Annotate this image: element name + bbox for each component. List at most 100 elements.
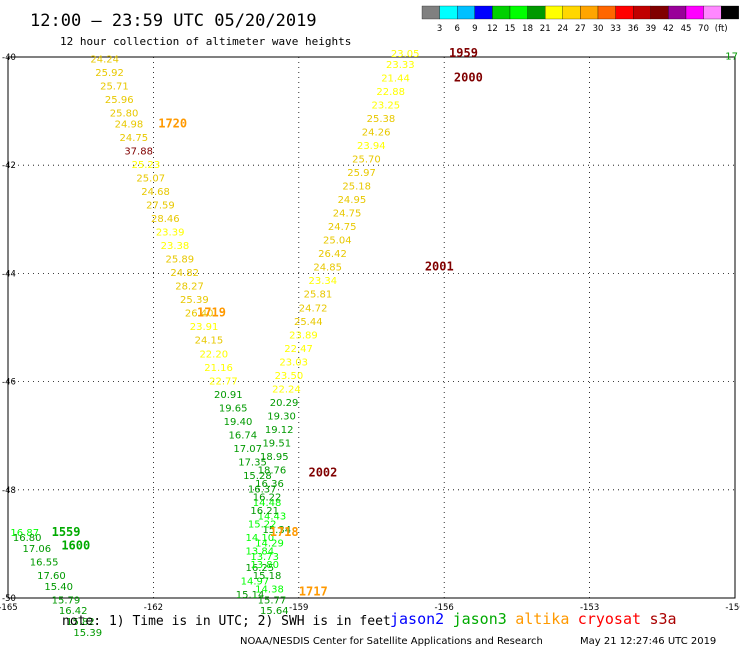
swh-value-label: 25.80 (110, 109, 139, 120)
swh-value-label: 14.43 (258, 512, 287, 523)
swh-value-label: 24.72 (299, 303, 328, 314)
swh-value-label: 14.29 (255, 539, 284, 550)
swh-value-label: 16.22 (253, 493, 282, 504)
x-tick-label: -165 (0, 603, 18, 613)
x-tick-label: -156 (435, 603, 454, 613)
swh-value-label: 25.96 (105, 95, 134, 106)
swh-value-label: 14.97 (241, 576, 270, 587)
x-tick-label: -162 (144, 603, 163, 613)
swh-value-label: 27.59 (146, 200, 175, 211)
swh-value-label: 23.39 (156, 228, 185, 239)
swh-value-label: 16.21 (250, 506, 279, 517)
swh-value-label: 25.07 (136, 173, 165, 184)
swh-value-label: 24.75 (333, 209, 362, 220)
swh-value-label: 17.06 (23, 544, 52, 555)
swh-value-label: 16.87 (10, 528, 39, 539)
colorbar-label: 39 (645, 24, 656, 34)
swh-value-label: 13.73 (250, 552, 279, 563)
swh-value-label: 16.37 (248, 485, 277, 496)
swh-value-label: 15.39 (73, 628, 102, 639)
swh-value-label: 25.70 (352, 154, 381, 165)
x-tick-label: -159 (289, 603, 308, 613)
y-tick-label: -42 (2, 161, 16, 171)
satellite-legend-s3a: s3a (650, 610, 677, 628)
colorbar-label: 21 (540, 24, 551, 34)
swh-value-label: 15.22 (248, 520, 277, 531)
satellite-legend-jason2: jason2 (390, 610, 444, 628)
swh-value-label: 16.55 (30, 558, 59, 569)
colorbar-swatch (721, 5, 739, 20)
colorbar-label: 9 (472, 24, 477, 34)
colorbar-swatch (492, 5, 511, 20)
swh-value-label: 15.34 (262, 525, 291, 536)
swh-value-label: 16.36 (255, 479, 284, 490)
chart-title: 12:00 — 23:59 UTC 05/20/2019 (30, 11, 317, 31)
swh-value-label: 18.95 (260, 452, 289, 463)
bottom-legend: note: 1) Time is in UTC; 2) SWH is in fe… (62, 610, 716, 647)
colorbar-label: (ft) (715, 24, 728, 34)
swh-value-label: 23.89 (289, 330, 318, 341)
swh-value-label: 18.76 (258, 466, 287, 477)
swh-value-label: 24.75 (119, 133, 148, 144)
chart-subtitle: 12 hour collection of altimeter wave hei… (60, 35, 351, 48)
time-label: 2000 (454, 70, 483, 84)
swh-value-label: 13.80 (250, 560, 279, 571)
swh-value-label: 23.33 (386, 60, 415, 71)
swh-value-label: 24.95 (338, 195, 367, 206)
swh-value-label: 15.28 (243, 471, 272, 482)
swh-value-label: 25.18 (342, 182, 371, 193)
swh-value-label: 15.18 (253, 571, 282, 582)
colorbar-swatch (580, 5, 599, 20)
swh-value-label: 25.38 (367, 114, 396, 125)
swh-value-label: 25.81 (304, 290, 333, 301)
swh-value-label: 14.10 (245, 533, 274, 544)
colorbar-swatch (545, 5, 563, 20)
time-label: 1720 (158, 116, 187, 130)
swh-value-label: 15.40 (44, 582, 73, 593)
swh-value-label: 25.39 (180, 295, 209, 306)
swh-value-label: 19.40 (224, 417, 253, 428)
colorbar-label: 27 (575, 24, 586, 34)
satellite-legend-altika: altika (515, 610, 569, 628)
colorbar-label: 45 (681, 24, 692, 34)
colorbar-swatch (650, 5, 669, 20)
swh-value-label: 15.64 (260, 606, 289, 617)
swh-value-label: 16.74 (229, 430, 258, 441)
colorbar-label: 3 (437, 24, 442, 34)
colorbar-swatch (633, 5, 651, 20)
swh-value-label: 21.16 (204, 363, 233, 374)
colorbar-label: 36 (628, 24, 639, 34)
colorbar-swatch (597, 5, 616, 20)
colorbar-label: 18 (522, 24, 533, 34)
colorbar-label: 24 (557, 24, 568, 34)
colorbar-label: 12 (487, 24, 498, 34)
swh-value-label: 24.98 (115, 119, 144, 130)
swh-value-label: 23.34 (308, 276, 337, 287)
colorbar-label: 30 (593, 24, 604, 34)
swh-value-label: 22.77 (209, 376, 238, 387)
colorbar-label: 33 (610, 24, 621, 34)
swh-value-label: 23.03 (279, 357, 308, 368)
y-tick-label: -48 (2, 486, 16, 496)
colorbar-label: 15 (505, 24, 516, 34)
swh-value-label: 25.71 (100, 81, 129, 92)
swh-value-label: 25.23 (132, 160, 161, 171)
colorbar-label: 6 (454, 24, 459, 34)
units-note: note: 1) Time is in UTC; 2) SWH is in fe… (62, 614, 391, 629)
swh-value-label: 25.92 (95, 68, 124, 79)
swh-value-label: 22.24 (272, 384, 301, 395)
colorbar-swatch (527, 5, 546, 20)
colorbar-swatch (562, 5, 581, 20)
plot-frame (7, 56, 736, 599)
swh-value-label: 23.38 (161, 241, 190, 252)
swh-value-label: 22.20 (199, 349, 228, 360)
swh-value-label: 19.51 (262, 439, 291, 450)
y-tick-label: -50 (2, 594, 16, 604)
swh-value-label: 19.12 (265, 425, 294, 436)
swh-value-label: 26.40 (185, 309, 214, 320)
colorbar-swatch (509, 5, 528, 20)
swh-value-label: 20.29 (270, 398, 299, 409)
